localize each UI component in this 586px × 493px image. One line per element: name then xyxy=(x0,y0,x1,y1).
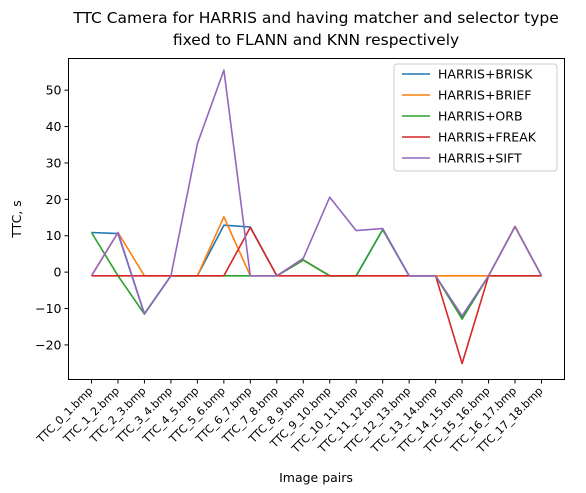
legend-label: HARRIS+FREAK xyxy=(438,130,537,145)
legend-label: HARRIS+BRISK xyxy=(438,67,533,82)
legend-label: HARRIS+ORB xyxy=(438,109,523,124)
series-lines xyxy=(90,69,543,365)
legend-box xyxy=(393,63,558,172)
legend-label: HARRIS+BRIEF xyxy=(438,88,531,103)
y-tick-label: 20 xyxy=(46,192,62,207)
y-tick-label: −20 xyxy=(35,337,61,352)
y-tick-label: −10 xyxy=(35,301,61,316)
legend: HARRIS+BRISK HARRIS+BRIEF HARRIS+ORB HARRIS… xyxy=(393,63,558,172)
chart-title-line-2: fixed to FLANN and KNN respectively xyxy=(173,31,459,49)
y-tick-label: 50 xyxy=(46,83,62,98)
x-axis-label: Image pairs xyxy=(279,470,353,485)
y-tick-label: 30 xyxy=(46,155,62,170)
x-axis: TTC_0_1.bmpTTC_1_2.bmpTTC_2_3.bmpTTC_3_4… xyxy=(34,379,546,456)
y-axis-label: TTC, s xyxy=(9,200,24,239)
y-tick-label: 10 xyxy=(46,228,62,243)
chart-title-line-1: TTC Camera for HARRIS and having matcher… xyxy=(72,9,559,27)
legend-label: HARRIS+SIFT xyxy=(438,151,522,166)
series-line-harris-sift xyxy=(90,69,543,317)
y-tick-label: 40 xyxy=(46,119,62,134)
y-axis: −20 −10 0 10 20 30 40 50 xyxy=(35,83,69,352)
y-tick-label: 0 xyxy=(54,265,62,280)
series-line-harris-freak xyxy=(91,226,542,365)
